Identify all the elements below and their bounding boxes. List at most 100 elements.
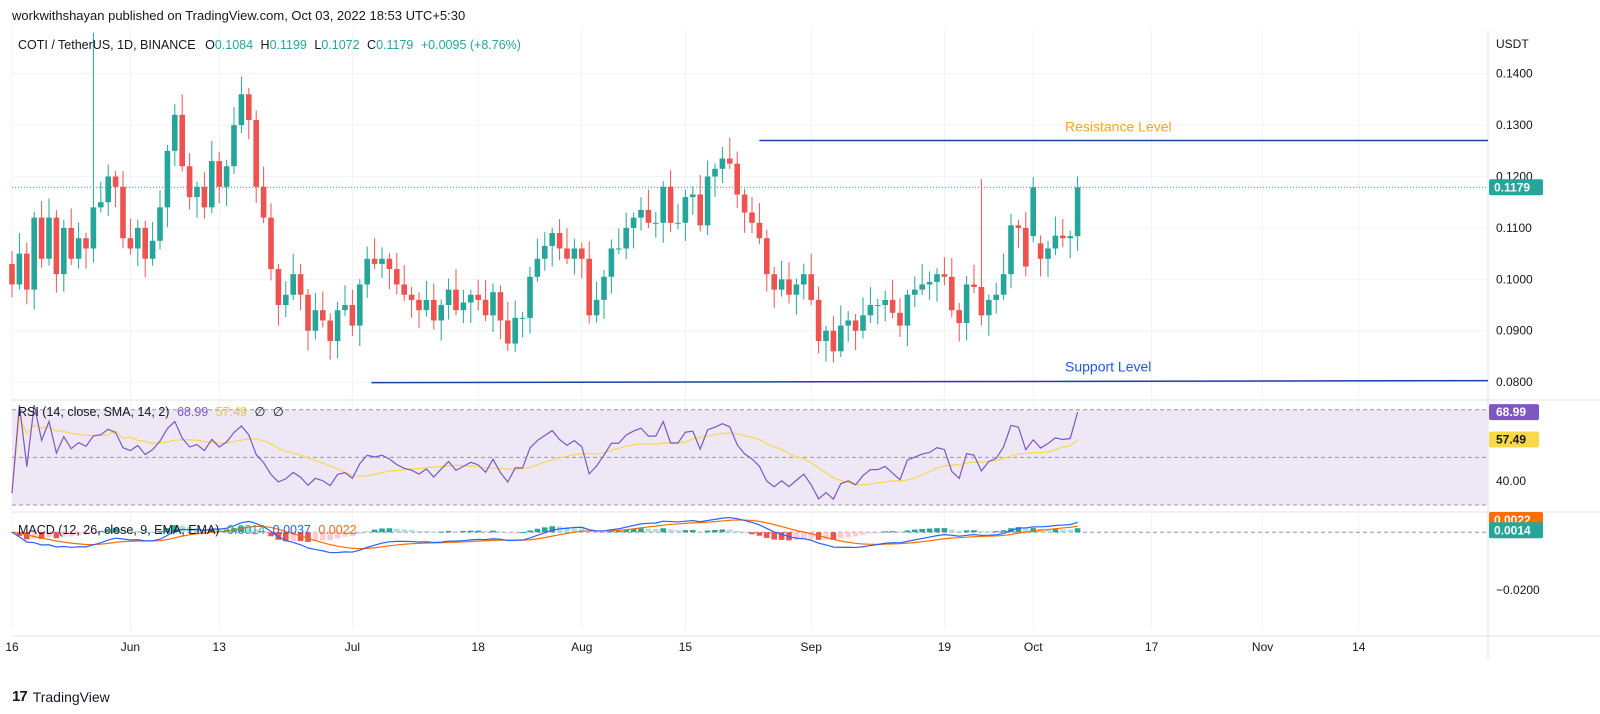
rsi-sma-legend-value: 57.49 <box>215 405 247 419</box>
candle-body <box>209 161 215 208</box>
candle-body <box>38 217 45 259</box>
symbol-legend[interactable]: COTI / TetherUS, 1D, BINANCE O0.1084 H0.… <box>18 38 521 52</box>
candle-body <box>712 168 718 177</box>
macd-histogram-bar <box>275 532 282 540</box>
candle-body <box>919 284 925 290</box>
macd-histogram-bar <box>112 528 119 533</box>
candle-body <box>431 299 437 321</box>
macd-histogram-bar <box>638 528 644 533</box>
candle-body <box>334 310 341 342</box>
candle-body <box>875 305 881 307</box>
macd-histogram-bar <box>719 529 726 533</box>
macd-histogram-bar <box>438 531 444 533</box>
candle-body <box>423 299 430 311</box>
macd-histogram-bar <box>704 530 711 533</box>
macd-histogram-bar <box>386 528 393 533</box>
time-tick-label: Sep <box>801 640 823 654</box>
macd-histogram-bar <box>527 530 533 533</box>
macd-histogram-bar <box>712 529 718 533</box>
macd-histogram-bar <box>860 532 866 536</box>
macd-histogram-bar <box>349 532 356 537</box>
candle-body <box>512 317 518 344</box>
brand-name: TradingView <box>32 688 110 705</box>
symbol-name[interactable]: COTI / TetherUS, 1D, BINANCE <box>18 38 196 52</box>
macd-legend[interactable]: MACD (12, 26, close, 9, EMA, EMA) 0.0014… <box>18 523 357 537</box>
candle-body <box>9 263 15 285</box>
macd-histogram-bar <box>371 529 378 533</box>
macd-hist-legend-value: 0.0014 <box>226 523 266 537</box>
time-tick-label: 19 <box>938 640 952 654</box>
candle-body <box>882 299 888 306</box>
macd-histogram-bar <box>408 530 415 533</box>
candle-body <box>135 227 141 249</box>
rsi-tick-label: 40.00 <box>1496 474 1526 488</box>
macd-histogram-bar <box>16 532 23 536</box>
macd-histogram-bar <box>919 528 925 533</box>
macd-histogram-bar <box>379 528 385 533</box>
macd-histogram-bar <box>142 532 148 534</box>
macd-histogram-bar <box>749 532 755 535</box>
candle-body <box>112 176 119 187</box>
candle-body <box>897 312 903 326</box>
macd-histogram-bar <box>342 532 348 537</box>
macd-histogram-bar <box>327 532 333 541</box>
macd-histogram-bar <box>630 528 637 533</box>
macd-histogram-bar <box>490 530 496 533</box>
macd-histogram-bar <box>623 529 629 533</box>
support-label: Support Level <box>1065 359 1151 375</box>
tradingview-brand[interactable]: 17 TradingView <box>12 688 110 705</box>
candle-body <box>68 227 74 259</box>
candle-body <box>542 245 548 259</box>
time-tick-label: Aug <box>571 640 592 654</box>
candle-body <box>90 207 97 249</box>
candle-body <box>238 94 245 126</box>
macd-histogram-bar <box>830 532 837 540</box>
open-label: O <box>205 38 215 52</box>
macd-histogram-bar <box>475 530 481 533</box>
macd-histogram-bar <box>149 532 156 534</box>
candle-body <box>749 212 755 223</box>
macd-histogram-bar <box>690 530 696 533</box>
time-tick-label: 16 <box>5 640 19 654</box>
candle-body <box>327 320 333 342</box>
macd-histogram-bar <box>90 532 97 534</box>
candle-body <box>260 186 267 218</box>
macd-histogram-bar <box>971 530 977 533</box>
candle-body <box>764 238 770 275</box>
time-tick-label: Oct <box>1024 640 1043 654</box>
macd-histogram-bar <box>667 529 674 533</box>
candle-body <box>667 186 674 223</box>
candle-body <box>823 330 829 342</box>
macd-histogram-bar <box>38 532 45 540</box>
candle-body <box>1060 235 1066 239</box>
macd-histogram-bar <box>1015 527 1022 533</box>
macd-histogram-bar <box>460 531 467 533</box>
candle-body <box>394 269 400 285</box>
rsi-legend[interactable]: RSI (14, close, SMA, 14, 2) 68.99 57.49 … <box>18 404 284 419</box>
candle-body <box>519 317 526 319</box>
macd-histogram-bar <box>31 532 37 539</box>
candle-body <box>601 276 607 300</box>
candle-body <box>571 248 578 259</box>
rsi-legend-value: 68.99 <box>176 405 209 419</box>
time-tick-label: Jun <box>121 640 140 654</box>
macd-hist-tag-label: 0.0014 <box>1494 523 1531 537</box>
candle-body <box>445 289 452 306</box>
candle-body <box>75 238 82 259</box>
candle-body <box>549 233 555 246</box>
macd-histogram-bar <box>808 532 814 539</box>
macd-histogram-bar <box>616 530 622 533</box>
candle-body <box>556 233 563 249</box>
rsi-value-tag-label: 68.99 <box>1496 405 1526 419</box>
low-label: L <box>314 38 322 52</box>
macd-histogram-bar <box>46 532 52 538</box>
time-tick-label: 17 <box>1145 640 1159 654</box>
macd-histogram-bar <box>445 530 452 533</box>
macd-histogram-bar <box>542 527 548 533</box>
macd-histogram-bar <box>482 531 489 533</box>
candle-body <box>534 258 541 277</box>
macd-histogram-bar <box>283 532 289 542</box>
macd-histogram-bar <box>534 528 541 533</box>
open-value: 0.1084 <box>214 38 254 52</box>
